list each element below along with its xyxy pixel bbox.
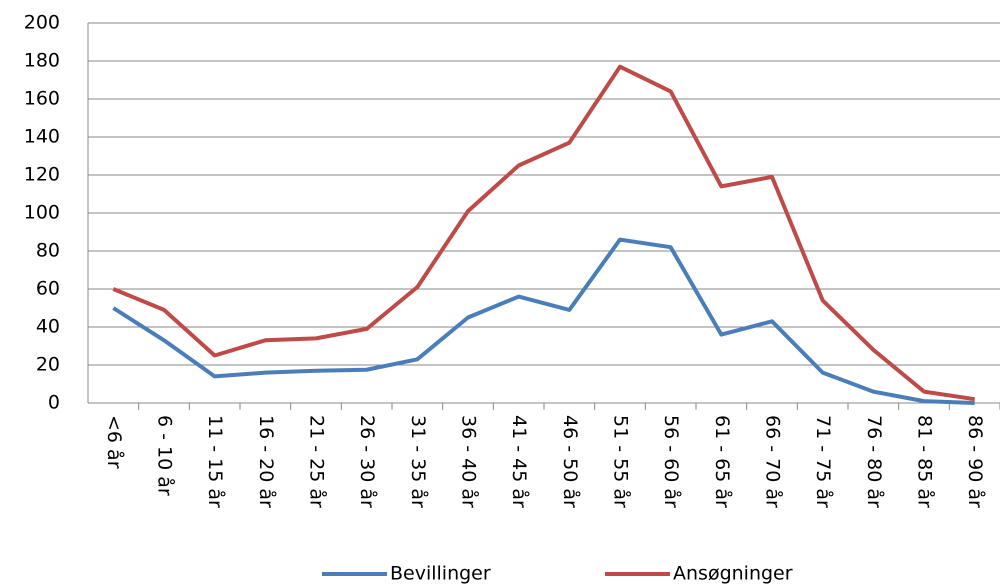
line-series	[112, 237, 975, 405]
y-tick-label: 80	[36, 240, 60, 262]
y-tick-label: 60	[36, 278, 60, 300]
x-tick-label: 66 - 70 år	[762, 415, 785, 508]
x-tick-label: 51 - 55 år	[610, 415, 633, 508]
x-tick-label: 41 - 45 år	[508, 415, 531, 508]
x-tick-label: 46 - 50 år	[559, 415, 582, 508]
y-tick-label: 140	[24, 126, 60, 148]
x-tick-label: 71 - 75 år	[812, 415, 835, 508]
y-tick-label: 100	[24, 202, 60, 224]
x-tick-label: 56 - 60 år	[660, 415, 683, 508]
x-tick-label: 16 - 20 år	[255, 415, 278, 508]
y-tick-label: 120	[24, 164, 60, 186]
x-tick-label: 36 - 40 år	[458, 415, 481, 508]
x-tick-label: 26 - 30 år	[356, 415, 379, 508]
y-tick-label: 0	[48, 392, 60, 414]
x-tick-label: <6 år	[103, 415, 126, 469]
line-series	[112, 64, 975, 402]
y-tick-label: 200	[24, 12, 60, 34]
x-tick-label: 21 - 25 år	[306, 415, 329, 508]
x-tick-label: 31 - 35 år	[407, 415, 430, 508]
x-tick-label: 61 - 65 år	[711, 415, 734, 508]
y-tick-label: 180	[24, 50, 60, 72]
x-tick-label: 86 - 90 år	[964, 415, 987, 508]
x-tick-label: 81 - 85 år	[914, 415, 937, 508]
x-tick-label: 11 - 15 år	[204, 415, 227, 508]
legend-label: Bevillinger	[390, 563, 491, 585]
y-tick-label: 160	[24, 88, 60, 110]
x-tick-label: 6 - 10 år	[154, 415, 177, 496]
legend-label: Ansøgninger	[673, 563, 793, 585]
y-tick-label: 20	[36, 354, 60, 376]
x-tick-label: 76 - 80 år	[863, 415, 886, 508]
y-tick-label: 40	[36, 316, 60, 338]
